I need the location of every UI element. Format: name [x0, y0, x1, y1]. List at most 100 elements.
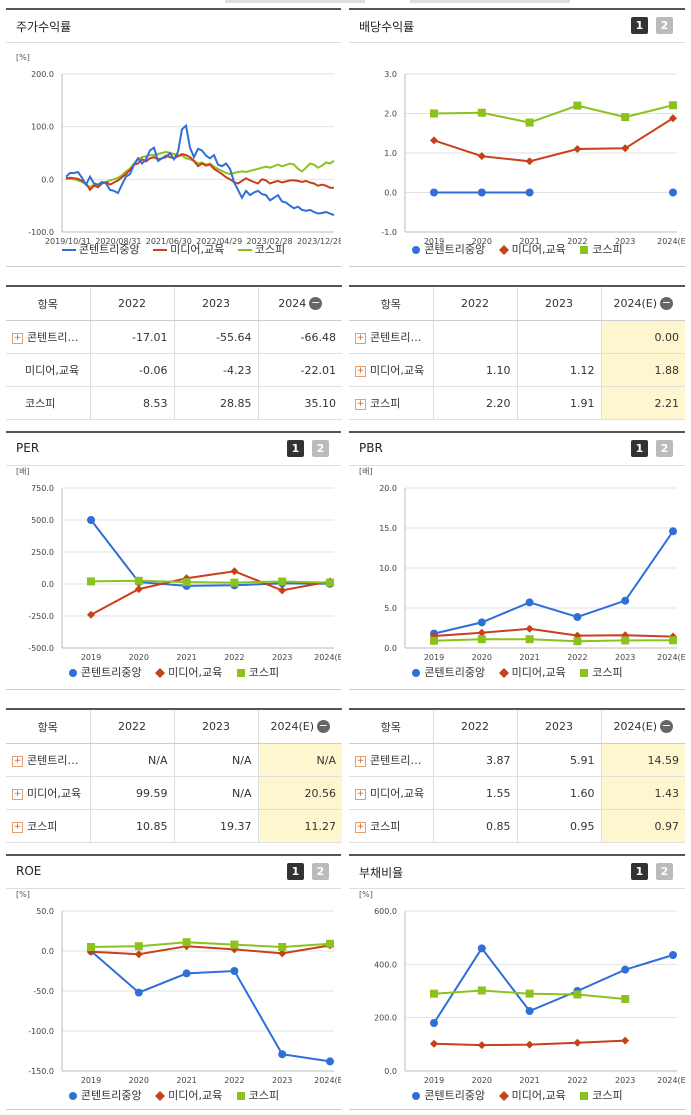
table-per: 항목 2022 2023 2024(E) − + 콘텐트리… N/A N/A N/A… — [6, 708, 342, 843]
legend: 콘텐트리중앙 미디어,교육 코스피 — [6, 241, 341, 257]
legend-item[interactable]: 콘텐트리중앙 — [68, 664, 142, 680]
cell: 8.53 — [89, 386, 174, 420]
panel-title: PBR — [359, 441, 383, 455]
legend-item[interactable]: 콘텐트리중앙 — [411, 664, 485, 680]
period-button-2[interactable]: 2 — [312, 440, 329, 457]
data-point — [573, 613, 582, 622]
expand-icon[interactable]: + — [355, 788, 366, 800]
legend-item[interactable]: 코스피 — [579, 241, 623, 257]
collapse-icon[interactable]: − — [660, 296, 674, 311]
legend-item[interactable]: 콘텐트리중앙 — [68, 1087, 142, 1103]
expand-icon[interactable]: + — [12, 788, 23, 800]
col-header: 2024(E) − — [600, 708, 685, 744]
row-label[interactable]: + 콘텐트리… — [349, 743, 433, 777]
expand-icon[interactable]: + — [12, 821, 23, 833]
row-label[interactable]: + 미디어,교육 — [6, 776, 90, 810]
expand-icon[interactable]: + — [12, 755, 23, 767]
collapse-icon[interactable]: − — [317, 719, 331, 734]
y-tick-label: 5.0 — [384, 604, 397, 613]
legend: 콘텐트리중앙 미디어,교육 코스피 — [349, 1087, 685, 1103]
legend: 콘텐트리중앙 미디어,교육 코스피 — [349, 664, 685, 680]
series-line — [90, 579, 331, 584]
data-point — [477, 635, 486, 644]
period-button-2[interactable]: 2 — [656, 17, 673, 34]
y-tick-label: 1.0 — [384, 149, 397, 158]
legend-item[interactable]: 미디어,교육 — [153, 243, 225, 256]
period-button-1[interactable]: 1 — [631, 17, 648, 34]
expand-icon[interactable]: + — [12, 332, 23, 344]
x-tick-label: 2021 — [519, 1076, 539, 1085]
row-label[interactable]: + 코스피 — [349, 809, 433, 843]
row-label[interactable]: + 콘텐트리… — [6, 320, 90, 354]
period-button-2[interactable]: 2 — [656, 863, 673, 880]
divider — [349, 689, 685, 690]
col-header: 2022 — [89, 285, 174, 321]
legend-item[interactable]: 미디어,교육 — [155, 1087, 222, 1103]
legend-item[interactable]: 코스피 — [236, 1087, 279, 1103]
panel-title: 부채비율 — [359, 866, 404, 880]
legend-item[interactable]: 코스피 — [237, 243, 286, 256]
expand-icon[interactable]: + — [355, 398, 366, 410]
row-label[interactable]: + 미디어,교육 — [349, 353, 433, 387]
legend-item[interactable]: 코스피 — [236, 664, 279, 680]
data-point — [87, 610, 95, 619]
legend-item[interactable]: 미디어,교육 — [498, 664, 566, 680]
x-tick-label: 2024(E) — [657, 1076, 685, 1085]
chart-per: [배]750.0 500.0 250.0 0.0 -250.0 -500.0 2019 202… — [16, 467, 341, 662]
row-label[interactable]: + 콘텐트리… — [349, 320, 433, 354]
data-point — [430, 136, 438, 145]
col-header: 2023 — [173, 708, 258, 744]
legend-item[interactable]: 미디어,교육 — [498, 1087, 566, 1103]
row-label[interactable]: + 콘텐트리… — [6, 743, 90, 777]
cell: 1.91 — [516, 386, 601, 420]
data-point — [621, 113, 630, 122]
period-button-1[interactable]: 1 — [287, 440, 304, 457]
x-tick-label: 2020 — [129, 1076, 149, 1085]
legend-item[interactable]: 미디어,교육 — [155, 664, 222, 680]
legend-item[interactable]: 코스피 — [579, 664, 623, 680]
expand-icon[interactable]: + — [355, 755, 366, 767]
legend: 콘텐트리중앙 미디어,교육 코스피 — [6, 1087, 341, 1103]
legend-item[interactable]: 코스피 — [579, 1087, 623, 1103]
cell: 1.43 — [600, 776, 685, 810]
col-header: 2023 — [173, 285, 258, 321]
data-point — [326, 578, 334, 587]
legend-item[interactable]: 미디어,교육 — [498, 241, 566, 257]
period-button-1[interactable]: 1 — [287, 863, 304, 880]
row-label: 미디어,교육 — [6, 353, 90, 387]
cell: 1.12 — [516, 353, 601, 387]
y-tick-label: 20.0 — [379, 484, 397, 493]
row-label[interactable]: + 코스피 — [349, 386, 433, 420]
period-button-1[interactable]: 1 — [631, 440, 648, 457]
legend-item[interactable]: 콘텐트리중앙 — [411, 241, 485, 257]
panel-header: 부채비율 1 2 — [349, 854, 685, 889]
row-label[interactable]: + 미디어,교육 — [349, 776, 433, 810]
collapse-icon[interactable]: − — [309, 296, 323, 311]
expand-icon[interactable]: + — [355, 332, 366, 344]
y-tick-label: 100.0 — [31, 123, 54, 132]
legend-item[interactable]: 콘텐트리중앙 — [61, 243, 140, 256]
collapse-icon[interactable]: − — [660, 719, 674, 734]
period-button-2[interactable]: 2 — [656, 440, 673, 457]
col-header: 2024− — [257, 285, 342, 321]
data-point — [525, 1040, 534, 1049]
cell: 28.85 — [173, 386, 258, 420]
divider — [6, 266, 341, 267]
data-point — [87, 943, 95, 951]
period-button-2[interactable]: 2 — [312, 863, 329, 880]
table-header-row: 항목 2022 2023 2024(E) − — [349, 708, 685, 744]
y-tick-label: 200.0 — [374, 1014, 397, 1023]
y-tick-label: 0.0 — [384, 644, 397, 653]
x-tick-label: 2023 — [272, 653, 292, 662]
period-button-1[interactable]: 1 — [631, 863, 648, 880]
x-tick-label: 2022/04/29 — [196, 237, 242, 246]
top-strip — [225, 0, 365, 3]
col-header: 항목 — [349, 708, 433, 744]
x-tick-label: 2022 — [567, 1076, 587, 1085]
legend-item[interactable]: 콘텐트리중앙 — [411, 1087, 485, 1103]
row-label[interactable]: + 코스피 — [6, 809, 90, 843]
expand-icon[interactable]: + — [355, 821, 366, 833]
expand-icon[interactable]: + — [355, 365, 366, 377]
y-tick-label: 0.0 — [384, 189, 397, 198]
x-tick-label: 2020/08/31 — [95, 237, 141, 246]
